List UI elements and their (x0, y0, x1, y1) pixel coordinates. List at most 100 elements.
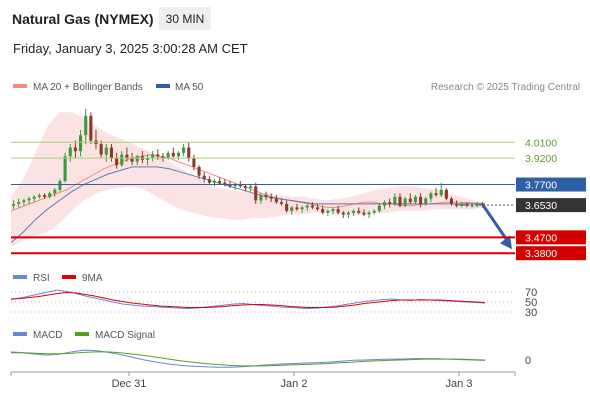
time-axis: Dec 31 Jan 2 Jan 3 (10, 372, 516, 390)
candle (58, 179, 62, 192)
candle-body (254, 186, 258, 201)
candle (192, 154, 196, 171)
macd-legend-swatch (13, 332, 27, 336)
candle (413, 195, 417, 204)
candle-body (346, 212, 351, 215)
candle (151, 151, 155, 162)
candle-body (156, 154, 160, 157)
candle (161, 152, 165, 162)
datetime-subtitle: Friday, January 3, 2025 3:00:28 AM CET (13, 41, 248, 56)
candle-body (305, 205, 309, 208)
candle (254, 182, 258, 204)
candle (125, 147, 129, 162)
candle-body (419, 196, 423, 204)
candle-body (145, 158, 150, 160)
candle-body (58, 181, 62, 190)
time-tick-label: Dec 31 (112, 378, 147, 390)
candle-body (187, 147, 191, 159)
candle-body (465, 203, 469, 206)
candle-body (130, 158, 134, 162)
candle-body (212, 181, 217, 183)
candle (388, 198, 392, 208)
candle-body (115, 158, 119, 166)
pivot-label: 3.7700 (525, 180, 557, 192)
candle-body (326, 210, 330, 213)
candle (408, 193, 412, 204)
ma50-legend-swatch (156, 84, 170, 88)
candle-body (202, 175, 206, 180)
candle (449, 196, 454, 206)
candle (249, 184, 253, 192)
candle-body (68, 147, 72, 157)
time-tick-label: Jan 3 (446, 378, 473, 390)
candle-body (460, 203, 464, 206)
candle-body (104, 147, 108, 155)
candle-body (352, 210, 356, 213)
candle (264, 191, 268, 201)
candle-body (228, 184, 232, 187)
candle-body (84, 115, 88, 136)
candle (444, 188, 448, 201)
candle (207, 175, 211, 185)
candle-body (120, 154, 124, 166)
candle (104, 144, 108, 162)
timeframe-badge[interactable] (159, 7, 211, 30)
candle-body (238, 184, 242, 187)
candle (403, 196, 407, 208)
candle-body (403, 198, 407, 206)
candle (305, 203, 309, 211)
candle (341, 210, 345, 218)
candle (68, 144, 72, 162)
candle-body (439, 189, 443, 196)
candle (439, 182, 443, 197)
last-price-tag (516, 198, 586, 213)
candle-body (99, 144, 103, 155)
candle-body (109, 147, 114, 159)
candle-body (444, 189, 448, 199)
candle-body (377, 205, 381, 211)
candle-body (357, 210, 361, 213)
candle-body (372, 210, 376, 213)
candle-body (42, 195, 47, 197)
candle (295, 203, 299, 211)
candle (326, 209, 330, 217)
ma20-legend-label: MA 20 + Bollinger Bands (33, 82, 143, 93)
candle (310, 202, 314, 210)
candle-body (249, 186, 253, 189)
candle (223, 179, 227, 187)
candle (300, 205, 304, 213)
candle (17, 198, 21, 208)
macd-signal-line (11, 351, 486, 367)
macd-legend-label: MACD (33, 330, 62, 341)
candle-body (192, 158, 196, 167)
candle (465, 202, 469, 208)
candle (243, 184, 247, 192)
ma20-legend-swatch (13, 84, 27, 88)
candle (48, 191, 52, 199)
candle (346, 210, 351, 218)
candle-body (279, 202, 284, 204)
candle-body (424, 198, 428, 204)
candle-body (295, 207, 299, 210)
candle-body (171, 152, 175, 157)
rsi-tick-label: 50 (525, 297, 537, 309)
candle (130, 152, 134, 166)
candle (73, 140, 77, 159)
candle (362, 209, 366, 217)
candle-body (341, 212, 345, 215)
candle-body (166, 152, 170, 159)
macd-signal-legend-swatch (75, 332, 89, 336)
candle (331, 207, 335, 215)
candle (382, 200, 387, 210)
candle (259, 193, 263, 204)
candle (429, 191, 433, 203)
macd-signal-legend-label: MACD Signal (95, 330, 155, 341)
candle (398, 193, 402, 208)
candle (135, 154, 139, 166)
macd-plot: 0 (10, 349, 531, 368)
candle (171, 147, 175, 159)
candle (182, 144, 186, 157)
candle-body (207, 179, 211, 183)
candle-body (331, 209, 335, 211)
candle (367, 210, 371, 218)
